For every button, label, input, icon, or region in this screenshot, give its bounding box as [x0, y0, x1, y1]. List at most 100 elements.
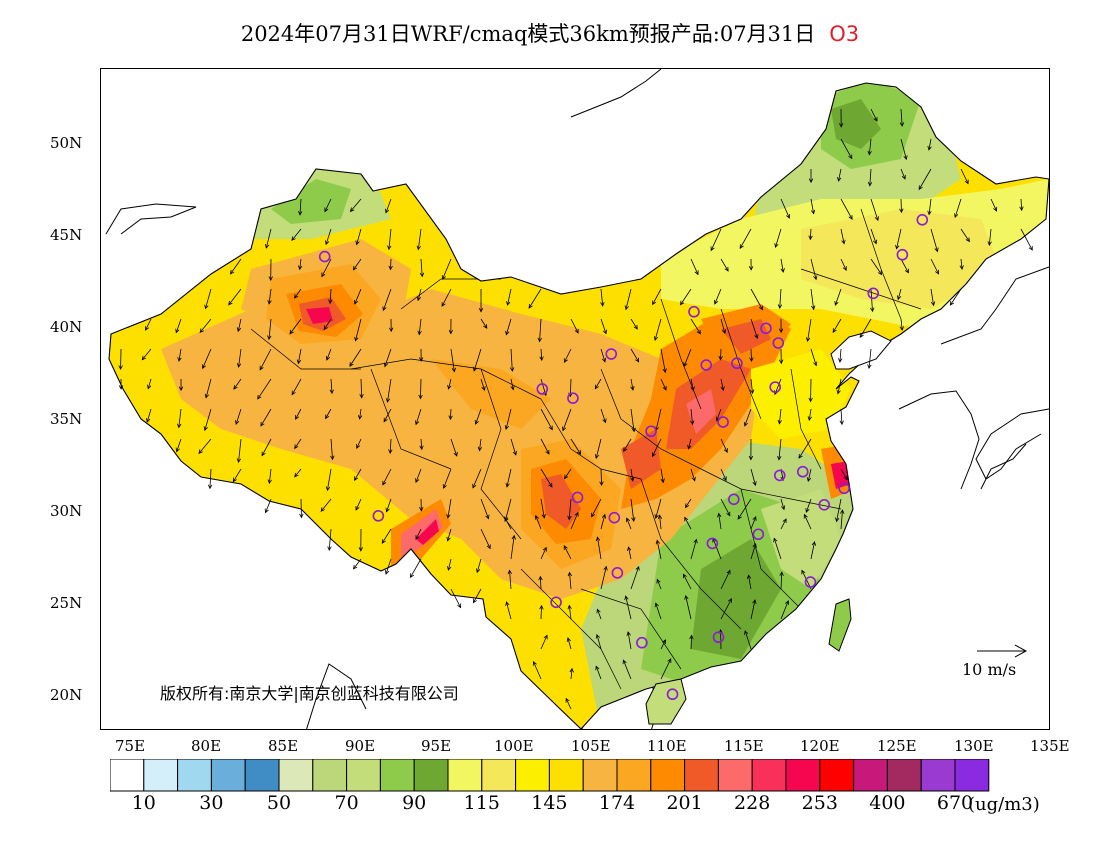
x-tick-label: 95E: [421, 737, 452, 755]
wind-arrow-head: [600, 302, 605, 307]
wind-arrow-head: [204, 304, 209, 310]
wind-arrow-head: [899, 208, 904, 214]
wind-arrow-head: [633, 324, 638, 330]
colorbar-swatch: [110, 759, 145, 792]
wind-arrow-head: [782, 518, 787, 524]
colorbar-swatch: [819, 759, 855, 792]
wind-arrow-head: [388, 449, 393, 454]
wind-arrow-head: [261, 451, 266, 457]
wind-arrow: [386, 498, 392, 512]
station-marker: [605, 348, 618, 360]
wind-arrow-head: [567, 515, 572, 521]
wind-arrow-head: [476, 568, 481, 574]
wind-arrow: [510, 378, 514, 390]
wind-arrow-head: [691, 476, 696, 482]
wind-arrow: [291, 378, 302, 395]
wind-arrow: [385, 198, 392, 213]
wind-arrow: [510, 348, 513, 372]
colorbar-swatch: [244, 759, 280, 792]
y-tick-label: 40N: [50, 318, 83, 336]
wind-arrow: [870, 198, 879, 221]
wind-arrow-head: [507, 569, 512, 575]
wind-arrow-head: [472, 598, 477, 604]
wind-arrow-head: [325, 486, 331, 492]
wind-arrow-head: [296, 359, 302, 365]
wind-arrow-head: [834, 301, 839, 306]
wind-arrow: [595, 666, 602, 680]
wind-arrow: [330, 378, 333, 394]
wind-arrow: [1020, 198, 1023, 211]
wind-arrow-head: [388, 265, 393, 271]
wind-arrow-head: [382, 480, 387, 486]
wind-arrow: [750, 288, 763, 310]
wind-arrow-head: [630, 477, 635, 482]
station-marker: [706, 537, 719, 550]
wind-arrow-head: [874, 216, 879, 222]
wind-arrow-head: [236, 327, 242, 333]
wind-arrow: [232, 468, 242, 482]
wind-arrow: [900, 138, 907, 160]
wind-arrow-head: [754, 334, 759, 340]
wind-arrow-head: [683, 362, 688, 368]
station-marker: [752, 528, 765, 541]
wind-arrow: [510, 535, 515, 560]
wind-arrow: [450, 438, 458, 457]
wind-arrow: [355, 318, 362, 341]
wind-arrow: [410, 558, 422, 578]
wind-arrow-head: [512, 450, 517, 456]
station-marker: [760, 322, 772, 335]
wind-arrow: [837, 378, 842, 394]
wind-arrow: [506, 468, 512, 487]
wind-arrow-head: [207, 484, 213, 490]
wind-arrow: [570, 512, 579, 530]
colorbar-swatch: [920, 759, 956, 792]
wind-arrow: [199, 318, 212, 333]
wind-arrow-head: [748, 455, 754, 461]
wind-arrow: [349, 348, 362, 367]
wind-arrow: [540, 605, 542, 620]
wind-arrow: [690, 539, 697, 560]
wind-arrow-head: [654, 602, 659, 608]
wind-arrow: [960, 228, 970, 242]
station-marker: [796, 465, 809, 478]
wind-arrow: [383, 408, 392, 422]
colorbar-tick-label: 145: [531, 792, 568, 814]
wind-arrow-head: [356, 444, 361, 449]
wind-arrow: [840, 198, 853, 220]
wind-arrow: [810, 258, 817, 280]
wind-arrow-head: [696, 329, 701, 335]
wind-arrow-head: [418, 357, 424, 362]
wind-arrow-head: [574, 511, 579, 517]
wind-arrow-head: [415, 478, 420, 484]
wind-arrow: [870, 228, 877, 244]
station-marker: [536, 383, 549, 395]
wind-arrow-head: [541, 513, 546, 519]
x-tick-label: 130E: [954, 737, 994, 755]
wind-arrow: [418, 318, 422, 335]
wind-arrow-head: [147, 384, 152, 390]
wind-arrow: [417, 288, 422, 301]
wind-arrow-head: [457, 603, 462, 609]
wind-arrow-head: [752, 542, 757, 548]
wind-arrow-head: [534, 514, 539, 520]
wind-arrow-head: [506, 301, 511, 306]
wind-arrow-head: [656, 578, 661, 584]
wind-arrow: [600, 566, 607, 590]
wind-arrow: [660, 639, 666, 650]
wind-arrow: [178, 408, 182, 428]
bohai-sea: [830, 330, 892, 370]
wind-arrow: [659, 515, 662, 530]
wind-arrow: [630, 408, 635, 432]
wind-arrow: [600, 468, 602, 486]
station-marker: [712, 631, 725, 644]
wind-arrow-head: [349, 362, 354, 367]
wind-arrow: [810, 198, 815, 214]
wind-arrow-head: [472, 483, 477, 489]
wind-arrow-head: [415, 420, 420, 426]
wind-arrow-head: [654, 514, 659, 520]
wind-arrow-head: [927, 210, 932, 216]
wind-arrow-head: [385, 398, 391, 403]
wind-arrow: [720, 348, 722, 360]
wind-arrow-head: [808, 397, 813, 403]
wind-arrow: [870, 258, 882, 275]
